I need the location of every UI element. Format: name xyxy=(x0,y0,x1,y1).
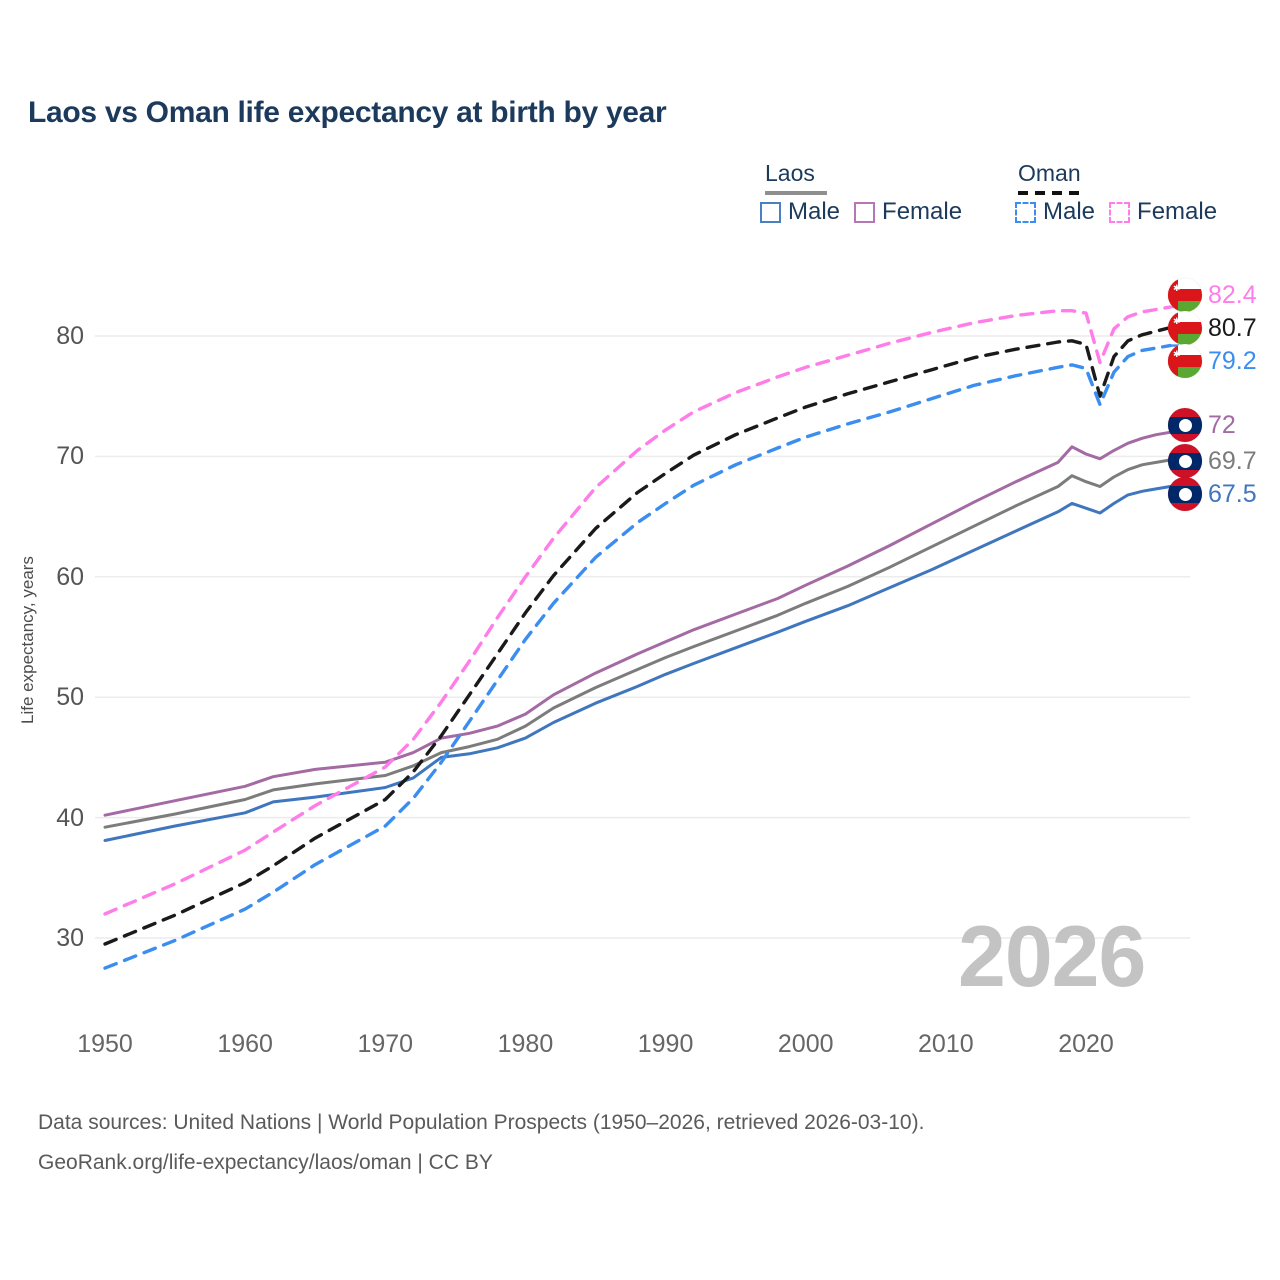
end-label-oman-male: ✱ 79.2 xyxy=(1168,344,1257,378)
x-axis-tick-label: 1980 xyxy=(497,1030,554,1058)
legend-country-oman: Oman xyxy=(1018,160,1081,186)
x-axis-tick-label: 2000 xyxy=(777,1030,834,1058)
legend-label-laos-male: Male xyxy=(788,198,841,225)
legend-item-laos-female[interactable]: Female xyxy=(854,198,962,226)
legend-swatch-icon-oman-female xyxy=(1109,201,1131,223)
y-axis-tick-label: 40 xyxy=(56,803,84,832)
series-line-oman-male xyxy=(103,343,1172,970)
series-line-laos-male xyxy=(103,485,1172,842)
legend-group-laos: Laos xyxy=(765,160,827,195)
y-axis-tick-label: 50 xyxy=(56,683,84,712)
laos-flag-icon xyxy=(1168,408,1202,442)
chart-footer: Data sources: United Nations | World Pop… xyxy=(38,1103,924,1183)
x-axis-tick-label: 1970 xyxy=(357,1030,414,1058)
series-line-laos-female xyxy=(103,430,1172,817)
series-line-oman-total xyxy=(103,325,1172,946)
x-axis-tick-label: 1950 xyxy=(77,1030,133,1058)
legend-items-laos: Male Female xyxy=(760,198,962,226)
legend-country-laos: Laos xyxy=(765,160,815,186)
oman-flag-icon: ✱ xyxy=(1168,344,1202,378)
legend-items-oman: Male Female xyxy=(1015,198,1217,226)
legend-line-style-oman xyxy=(1018,191,1080,195)
end-value-laos-female: 72 xyxy=(1208,410,1236,439)
x-axis-tick-label: 1990 xyxy=(637,1030,694,1058)
year-watermark: 2026 xyxy=(958,909,1146,1005)
y-axis-tick-label: 70 xyxy=(56,442,84,471)
legend-label-oman-male: Male xyxy=(1043,198,1096,225)
end-value-oman-female: 82.4 xyxy=(1208,280,1257,309)
x-axis-tick-label: 2010 xyxy=(918,1030,974,1058)
end-value-laos-total: 69.7 xyxy=(1208,446,1257,475)
series-line-laos-total xyxy=(103,458,1172,829)
legend-label-laos-female: Female xyxy=(882,198,963,225)
y-axis-tick-label: 30 xyxy=(56,924,84,952)
footer-attribution: GeoRank.org/life-expectancy/laos/oman | … xyxy=(38,1151,493,1174)
end-value-oman-total: 80.7 xyxy=(1208,313,1257,342)
end-label-oman-total: ✱ 80.7 xyxy=(1168,311,1257,345)
laos-flag-icon xyxy=(1168,444,1202,478)
legend-label-oman-female: Female xyxy=(1137,198,1218,225)
legend-group-oman: Oman xyxy=(1018,160,1081,195)
series-line-oman-female xyxy=(103,305,1172,916)
legend-line-style-laos xyxy=(765,191,827,195)
end-label-laos-female: 72 xyxy=(1168,408,1236,442)
x-axis-tick-label: 2020 xyxy=(1058,1030,1114,1058)
end-label-laos-male: 67.5 xyxy=(1168,477,1257,511)
laos-flag-icon xyxy=(1168,477,1202,511)
legend-swatch-icon-laos-male xyxy=(760,201,781,223)
oman-flag-icon: ✱ xyxy=(1168,278,1202,312)
end-label-laos-total: 69.7 xyxy=(1168,444,1257,478)
x-axis-tick-label: 1960 xyxy=(217,1030,273,1058)
end-value-laos-male: 67.5 xyxy=(1208,479,1257,508)
legend-item-oman-female[interactable]: Female xyxy=(1109,198,1217,226)
legend-swatch-icon-laos-female xyxy=(854,201,876,223)
legend-item-laos-male[interactable]: Male xyxy=(760,198,840,226)
oman-flag-icon: ✱ xyxy=(1168,311,1202,345)
legend-item-oman-male[interactable]: Male xyxy=(1015,198,1095,226)
chart-legend: Laos Oman Male Female Male Female xyxy=(760,160,1260,242)
page-title: Laos vs Oman life expectancy at birth by… xyxy=(28,96,667,129)
legend-swatch-icon-oman-male xyxy=(1015,201,1036,223)
y-axis-tick-label: 60 xyxy=(56,562,84,591)
end-label-oman-female: ✱ 82.4 xyxy=(1168,278,1257,312)
y-axis-tick-label: 80 xyxy=(56,322,84,350)
end-value-oman-male: 79.2 xyxy=(1208,346,1257,375)
footer-data-sources: Data sources: United Nations | World Pop… xyxy=(38,1111,925,1134)
